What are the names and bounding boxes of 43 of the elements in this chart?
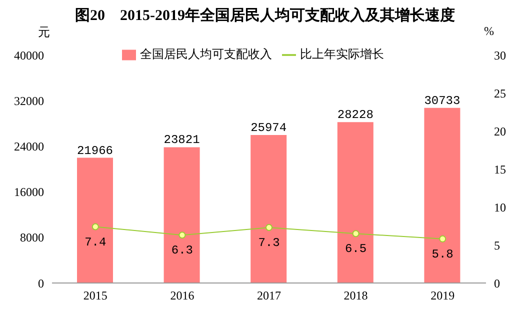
- data-label: 6.3: [171, 244, 194, 258]
- x-tick-label: 2015: [83, 288, 108, 303]
- bar: [77, 158, 113, 283]
- point: [352, 230, 360, 238]
- y2-tick-label: 15: [494, 162, 506, 176]
- y2-tick-label: 20: [494, 124, 506, 138]
- data-label: 28228: [337, 108, 374, 122]
- legend-label: 比上年实际增长: [300, 47, 384, 61]
- data-label: 23821: [164, 133, 200, 148]
- y-tick-label: 24000: [14, 139, 44, 154]
- data-label: 25974: [250, 120, 287, 135]
- data-label: 7.4: [84, 235, 106, 250]
- point: [92, 223, 99, 230]
- y-tick-label: 16000: [14, 185, 44, 200]
- y2-tick-label: 5: [494, 238, 500, 252]
- point: [266, 224, 272, 232]
- y2-axis-title: %: [484, 24, 494, 39]
- bar: [250, 134, 287, 283]
- y2-tick-label: 25: [494, 86, 506, 100]
- chart-title: 图20 2015-2019年全国居民人均可支配收入及其增长速度: [74, 6, 456, 25]
- bar: [337, 122, 374, 283]
- bar: [424, 108, 460, 283]
- data-label: 30733: [424, 94, 460, 108]
- y2-tick-label: 30: [494, 48, 506, 62]
- data-label: 5.8: [432, 247, 454, 262]
- x-tick-label: 2017: [257, 288, 281, 303]
- y-tick-label: 8000: [20, 230, 44, 245]
- x-tick-label: 2018: [344, 288, 368, 303]
- bar: [164, 147, 200, 283]
- y-tick-label: 32000: [14, 94, 44, 108]
- x-tick-label: 2016: [170, 288, 194, 303]
- y-axis-title: 元: [38, 24, 50, 41]
- y2-tick-label: 0: [494, 276, 500, 290]
- point: [178, 232, 186, 239]
- data-label: 7.3: [258, 236, 280, 250]
- data-label: 6.5: [344, 242, 367, 256]
- legend-label: 全国居民人均可支配收入: [140, 47, 272, 61]
- data-label: 21966: [76, 144, 114, 158]
- y2-tick-label: 10: [494, 200, 506, 214]
- y-tick-label: 0: [38, 276, 44, 290]
- x-tick-label: 2019: [430, 288, 455, 303]
- point: [439, 235, 446, 242]
- y-tick-label: 40000: [14, 48, 44, 62]
